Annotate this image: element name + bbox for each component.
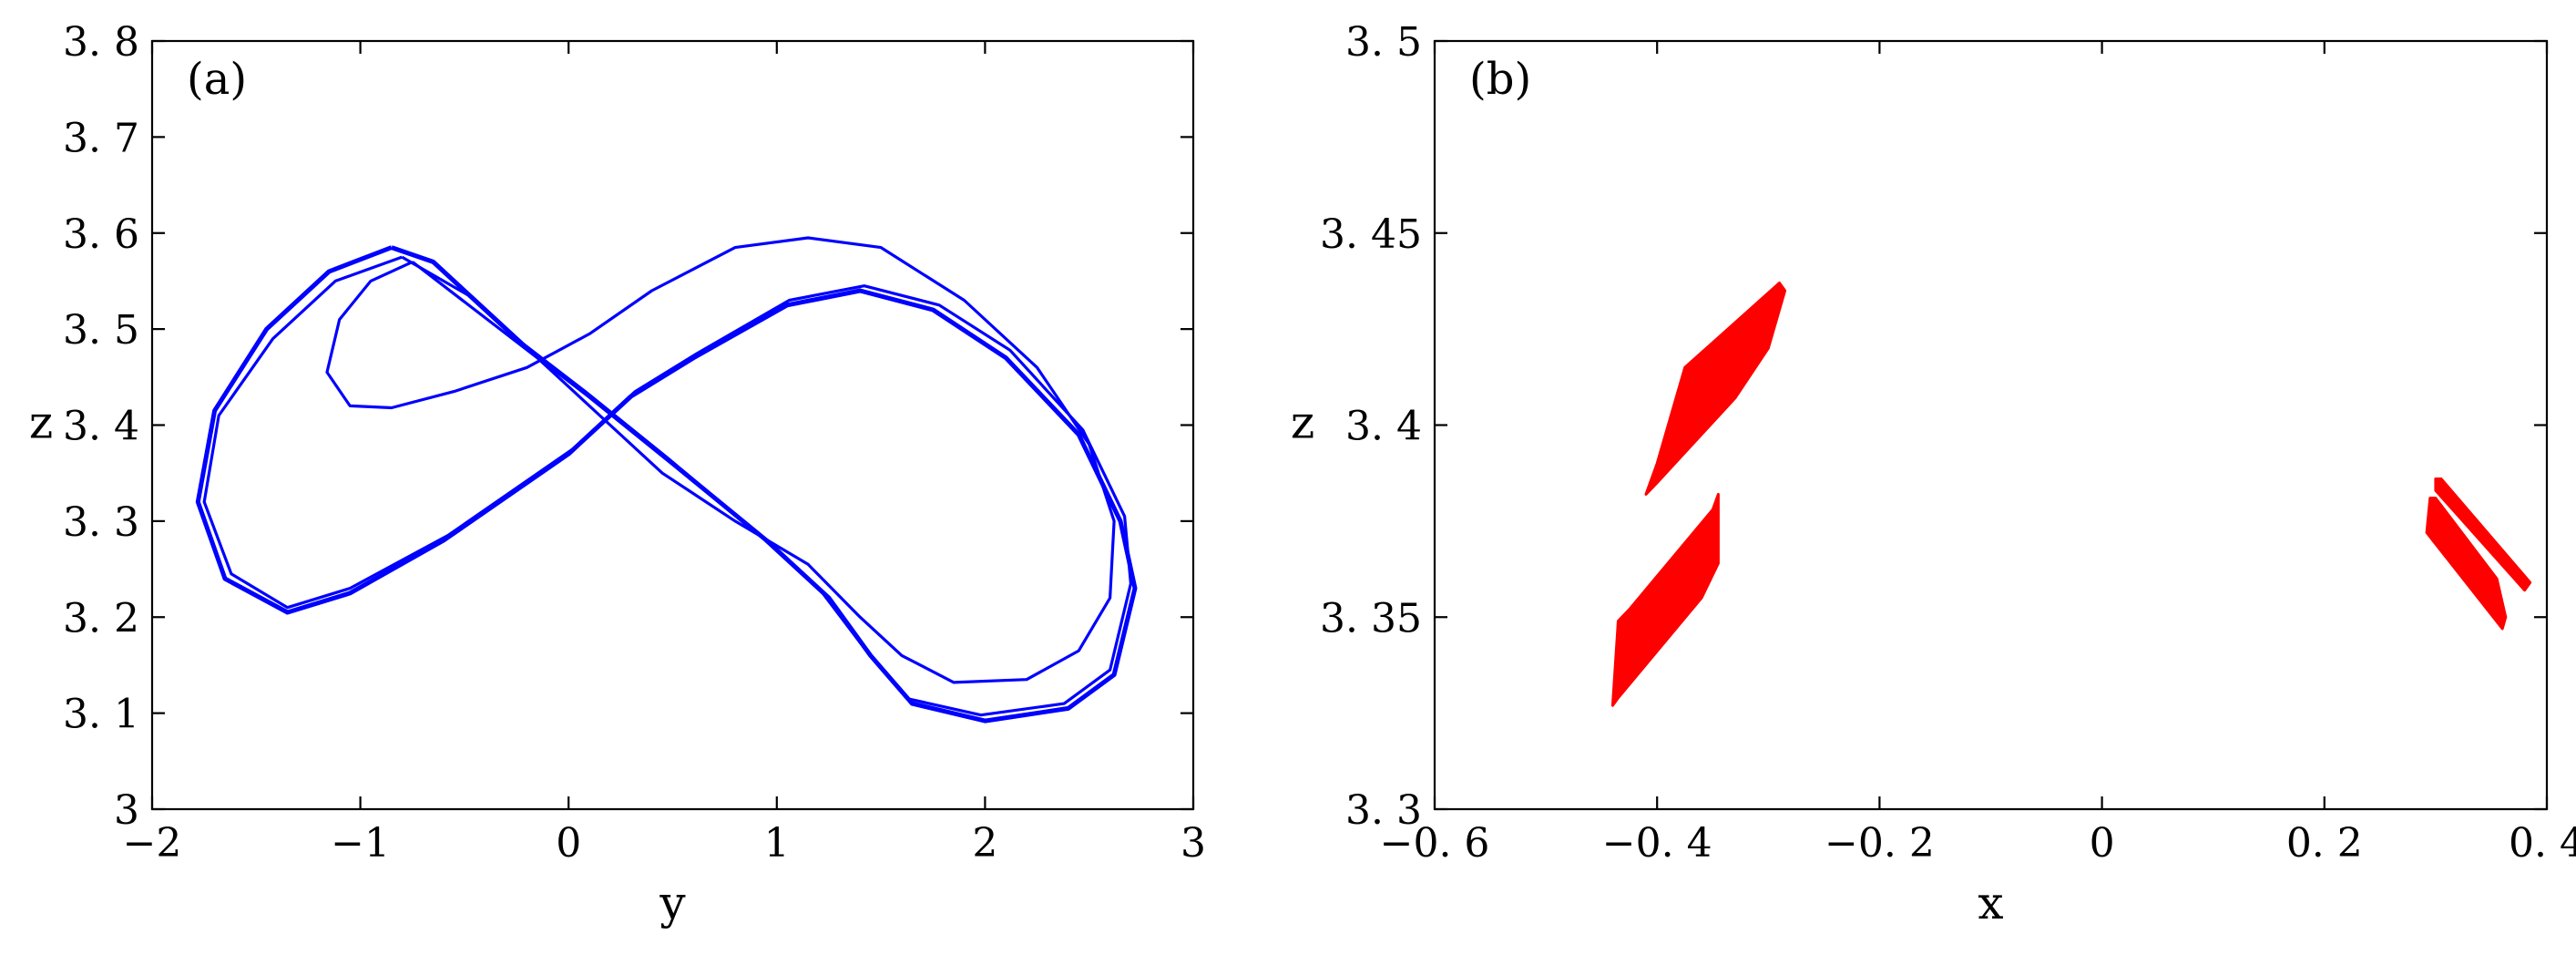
y-tick-label: 3. 8 — [63, 19, 139, 66]
y-tick-label: 3. 35 — [1320, 595, 1422, 642]
y-tick-label: 3. 4 — [1345, 404, 1422, 450]
x-tick-label: −1 — [331, 820, 390, 867]
x-tick-label: 0 — [556, 820, 581, 867]
y-tick-label: 3. 4 — [63, 404, 139, 450]
y-axis-label: z — [29, 396, 53, 449]
panel-label: (a) — [187, 54, 247, 105]
trajectory-loop-2 — [325, 236, 1116, 684]
poincare-cluster-4 — [2434, 477, 2532, 592]
x-tick-label: −0. 6 — [1380, 820, 1490, 867]
x-tick-label: −0. 4 — [1602, 820, 1712, 867]
x-tick-label: 3 — [1181, 820, 1206, 867]
panel-label: (b) — [1469, 54, 1531, 105]
x-axis-label: x — [1978, 877, 2003, 929]
y-tick-label: 3. 5 — [63, 307, 139, 354]
panel-b: −0. 6 −0. 4 −0. 2 0 0. 2 0. 4 3. 3 3. 35 3. 4 3. … — [1291, 19, 2576, 929]
x-tick-label: −0. 2 — [1825, 820, 1935, 867]
y-tick-label: 3. 45 — [1320, 211, 1422, 258]
trajectory-loop-3 — [202, 255, 1132, 717]
y-tick-label: 3. 3 — [63, 499, 139, 546]
y-tick-label: 3. 3 — [1345, 787, 1422, 834]
y-tick-label: 3. 6 — [63, 211, 139, 258]
x-tick-label: 0. 2 — [2286, 820, 2363, 867]
y-tick-label: 3. 5 — [1345, 19, 1422, 66]
x-tick-label: −2 — [123, 820, 182, 867]
y-tick-label: 3 — [114, 787, 139, 834]
poincare-cluster-2 — [1610, 492, 1720, 707]
y-tick-label: 3. 1 — [63, 692, 139, 738]
x-tick-label: 2 — [972, 820, 997, 867]
y-tick-label: 3. 2 — [63, 595, 139, 642]
poincare-cluster-3 — [2425, 497, 2508, 631]
y-tick-label: 3. 7 — [63, 115, 139, 161]
plot-frame — [1433, 39, 2549, 811]
x-tick-label: 0. 4 — [2509, 820, 2576, 867]
poincare-cluster-1 — [1644, 282, 1787, 496]
plot-frame — [150, 39, 1195, 811]
panel-a: −2 −1 0 1 2 3 3 3. 1 3. 2 3. 3 3. 4 3. 5 3. 6 3. 7 3. … — [29, 19, 1206, 929]
x-tick-label: 1 — [764, 820, 790, 867]
x-tick-label: 0 — [2090, 820, 2115, 867]
x-axis-label: y — [659, 877, 686, 929]
y-axis-label: z — [1291, 396, 1314, 449]
